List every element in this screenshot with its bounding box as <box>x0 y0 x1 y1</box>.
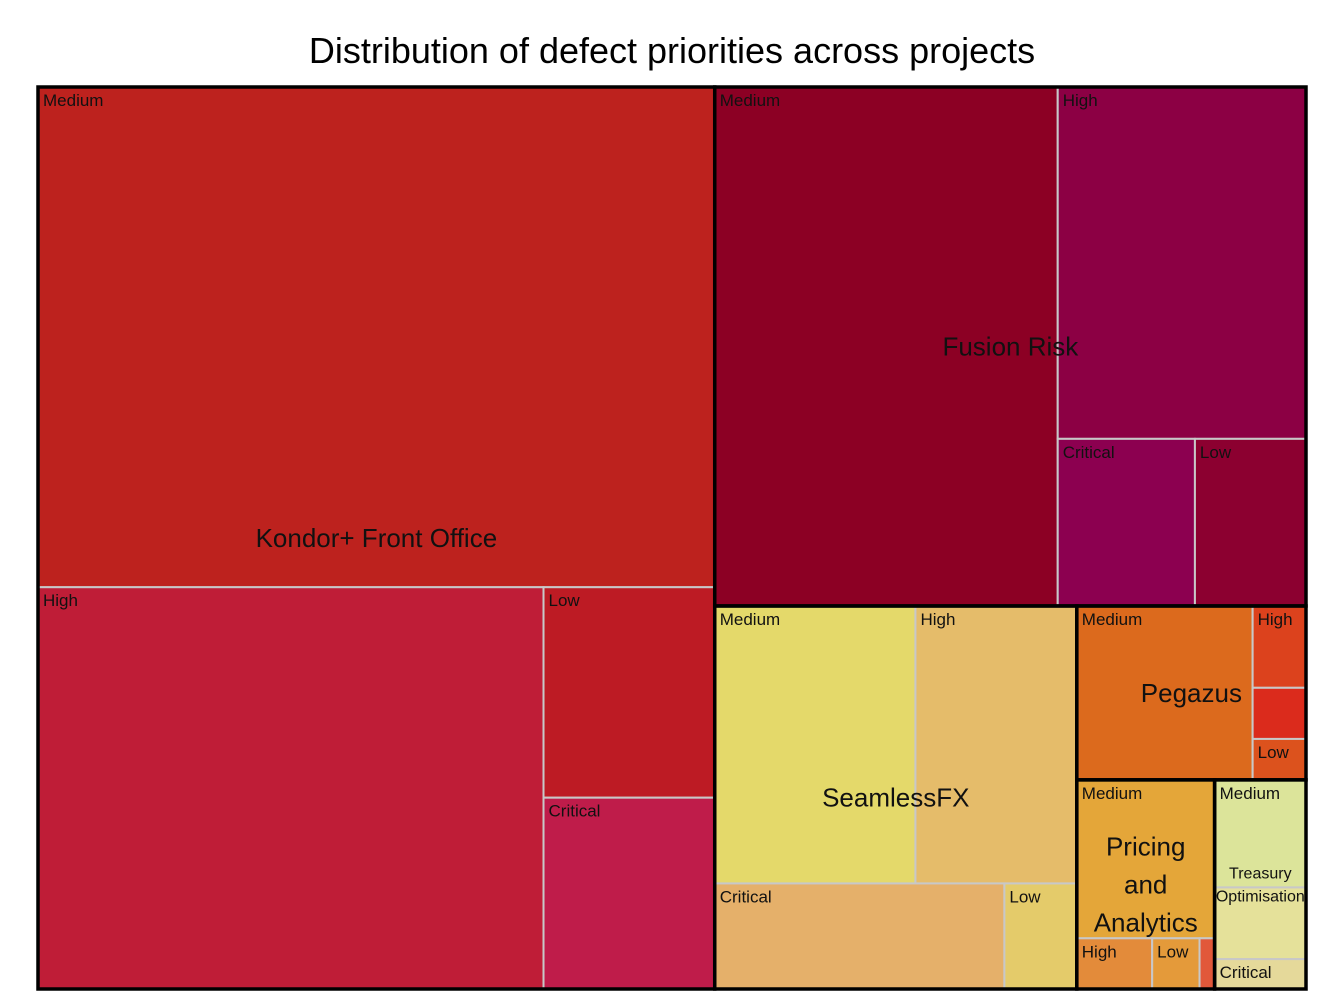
chart-title: Distribution of defect priorities across… <box>308 30 1036 71</box>
treemap-cell-kondor-front-office-high <box>37 586 545 990</box>
treemap-cell-seamlessfx-low <box>1003 882 1078 991</box>
cell-label: High <box>43 591 78 610</box>
treemap-cell-fusion-risk-high <box>1056 86 1307 440</box>
cell-label: Low <box>1157 942 1189 961</box>
treemap-cell-pegazus-medium <box>1075 604 1254 781</box>
cell-label: Medium <box>720 610 780 629</box>
cell-label: Critical <box>549 802 601 821</box>
treemap-cell-pegazus-unlabeled <box>1251 686 1307 740</box>
treemap-cell-seamlessfx-critical <box>713 882 1006 991</box>
cell-label: High <box>1258 610 1293 629</box>
treemap-cell-fusion-risk-low <box>1193 437 1308 607</box>
treemap-cell-seamlessfx-medium <box>713 604 917 885</box>
project-label-pricing-and-analytics: Pricing and Analytics <box>1094 832 1198 938</box>
cell-label: Critical <box>1063 443 1115 462</box>
treemap-cell-seamlessfx-high <box>914 604 1078 885</box>
cell-label: Medium <box>1082 610 1142 629</box>
treemap-cell-kondor-front-office-critical <box>542 796 716 990</box>
cell-label: Critical <box>1220 963 1272 982</box>
cell-label: High <box>1063 91 1098 110</box>
treemap-cell-kondor-front-office-low <box>542 586 716 799</box>
cell-label: High <box>920 610 955 629</box>
treemap-cell-pricing-and-analytics-medium <box>1075 778 1216 940</box>
project-label-kondor-front-office: Kondor+ Front Office <box>256 523 498 553</box>
cell-label: Low <box>1200 443 1232 462</box>
project-label-fusion-risk: Fusion Risk <box>942 332 1079 362</box>
cell-label: Medium <box>720 91 780 110</box>
cell-label: Low <box>549 591 581 610</box>
cell-label: Medium <box>1220 784 1280 803</box>
treemap-cell-fusion-risk-critical <box>1056 437 1196 607</box>
project-border-treasury-optimisation <box>1212 778 1308 991</box>
treemap-cell-pricing-and-analytics-unlabeled <box>1198 937 1216 990</box>
treemap-cell-fusion-risk-medium <box>713 86 1059 607</box>
cell-label: Critical <box>720 887 772 906</box>
project-label-treasury-optimisation: Treasury Optimisation <box>1216 866 1305 906</box>
cell-label: Medium <box>1082 784 1142 803</box>
cell-label: Low <box>1009 887 1041 906</box>
cell-label: High <box>1082 942 1117 961</box>
cell-label: Medium <box>43 91 103 110</box>
treemap-cell-kondor-front-office-medium <box>37 86 716 589</box>
project-label-seamlessfx: SeamlessFX <box>822 783 969 813</box>
project-label-pegazus: Pegazus <box>1141 678 1242 708</box>
cell-label: Low <box>1258 743 1290 762</box>
